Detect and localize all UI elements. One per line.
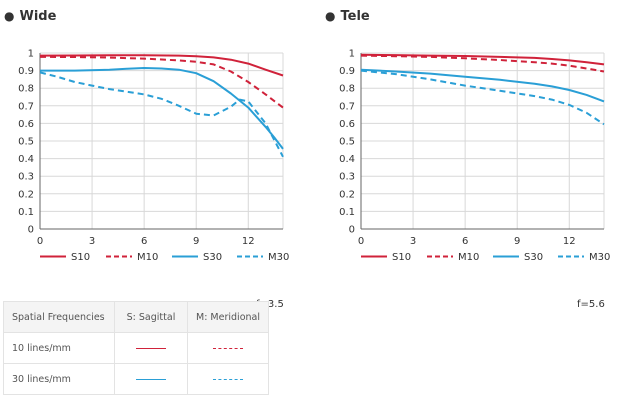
legend-label-m30: M30 — [589, 252, 610, 263]
wide-fstop: f=3.5 — [256, 299, 284, 310]
sagittal-10-swatch — [114, 332, 188, 364]
legend-label-s10: S10 — [71, 252, 90, 263]
y-tick-label-0: 0 — [349, 225, 355, 236]
series-line-m30 — [39, 71, 284, 158]
legend-header-row: Spatial Frequencies S: Sagittal M: Merid… — [3, 301, 269, 333]
y-tick-label-3: 0.3 — [339, 172, 355, 183]
legend-row-10: 10 lines/mm — [3, 332, 269, 364]
series-line-m10 — [39, 55, 284, 109]
series-line-s30 — [40, 67, 284, 150]
wide-mtf-chart: 0 0.1 0.2 0.3 0.4 0.5 0.6 0.7 0.8 0.9 1 0 3 6 9 12 S10 M1… — [18, 49, 289, 264]
series-line-s30 — [360, 68, 605, 103]
legend-label-m10: M10 — [458, 252, 479, 263]
series-line-s10 — [360, 53, 605, 66]
series-line-m30 — [360, 69, 605, 126]
header-spatial-frequencies: Spatial Frequencies — [3, 301, 115, 333]
y-tick-label-5: 0.5 — [339, 137, 355, 148]
y-tick-label-8: 0.8 — [18, 84, 34, 95]
legend-label-s10: S10 — [392, 252, 411, 263]
legend-label-m30: M30 — [268, 252, 289, 263]
y-tick-label-3: 0.3 — [18, 172, 34, 183]
y-tick-label-4: 0.4 — [339, 154, 355, 165]
x-tick-label-2: 6 — [462, 236, 468, 247]
y-tick-label-2: 0.2 — [339, 189, 355, 200]
legend-label-s30: S30 — [203, 252, 222, 263]
y-tick-label-10: 1 — [349, 49, 355, 60]
x-tick-label-1: 3 — [89, 236, 95, 247]
series-line-m10 — [360, 54, 605, 73]
y-tick-label-6: 0.6 — [18, 119, 34, 130]
x-tick-label-3: 9 — [193, 236, 199, 247]
y-tick-label-8: 0.8 — [339, 84, 355, 95]
y-tick-label-7: 0.7 — [339, 101, 355, 112]
header-sagittal: S: Sagittal — [114, 301, 188, 333]
y-tick-label-9: 0.9 — [339, 66, 355, 77]
x-tick-label-1: 3 — [410, 236, 416, 247]
tele-chart-title: ● Tele — [325, 9, 370, 24]
x-tick-label-4: 12 — [563, 236, 576, 247]
bullet-icon: ● — [325, 9, 336, 23]
meridional-10-swatch — [187, 332, 269, 364]
y-tick-label-10: 1 — [28, 49, 34, 60]
tele-title-text: Tele — [340, 9, 370, 24]
spatial-frequency-legend-table: Spatial Frequencies S: Sagittal M: Merid… — [3, 301, 269, 395]
meridional-30-swatch — [187, 363, 269, 395]
tele-mtf-chart: 0 0.1 0.2 0.3 0.4 0.5 0.6 0.7 0.8 0.9 1 0 3 6 9 12 S10 M1… — [339, 49, 610, 264]
x-tick-label-3: 9 — [514, 236, 520, 247]
legend-label-s30: S30 — [524, 252, 543, 263]
row-label-10: 10 lines/mm — [3, 332, 115, 364]
sagittal-30-swatch — [114, 363, 188, 395]
row-label-30: 30 lines/mm — [3, 363, 115, 395]
y-tick-label-7: 0.7 — [18, 101, 34, 112]
y-tick-label-0: 0 — [28, 225, 34, 236]
x-tick-label-0: 0 — [37, 236, 43, 247]
y-tick-label-6: 0.6 — [339, 119, 355, 130]
y-tick-label-4: 0.4 — [18, 154, 34, 165]
bullet-icon: ● — [4, 9, 15, 23]
x-tick-label-4: 12 — [242, 236, 255, 247]
y-tick-label-5: 0.5 — [18, 137, 34, 148]
x-tick-label-0: 0 — [358, 236, 364, 247]
wide-chart-title: ● Wide — [4, 9, 56, 24]
y-tick-label-1: 0.1 — [339, 207, 355, 218]
header-meridional: M: Meridional — [187, 301, 269, 333]
tele-fstop: f=5.6 — [577, 299, 605, 310]
series-line-s10 — [39, 54, 284, 77]
y-tick-label-2: 0.2 — [18, 189, 34, 200]
x-tick-label-2: 6 — [141, 236, 147, 247]
legend-label-m10: M10 — [137, 252, 158, 263]
wide-title-text: Wide — [19, 9, 57, 24]
y-tick-label-9: 0.9 — [18, 66, 34, 77]
y-tick-label-1: 0.1 — [18, 207, 34, 218]
legend-row-30: 30 lines/mm — [3, 363, 269, 395]
